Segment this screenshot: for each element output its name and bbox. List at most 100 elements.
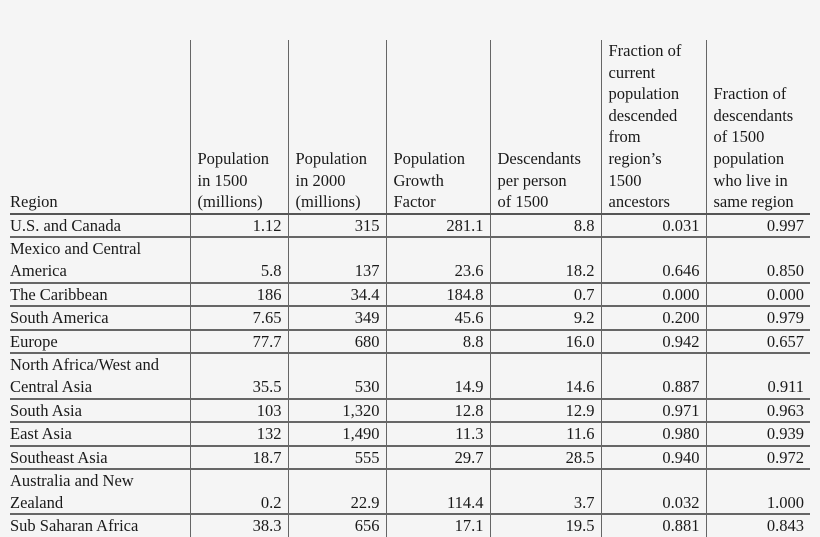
table-row: U.S. and Canada 1.12 315 281.1 8.8 0.031 0.997 bbox=[10, 213, 810, 239]
value-cell-frac-current: 0.200 bbox=[600, 306, 706, 331]
value-cell-descendants: 28.5 bbox=[489, 445, 601, 471]
value-cell-descendants: 9.2 bbox=[489, 306, 601, 331]
value-cell-frac-current: 0.032 bbox=[600, 469, 706, 516]
column-header-line: (millions) bbox=[197, 192, 263, 212]
column-header-fraction-same-region: Fraction of descendants of 1500 population w… bbox=[705, 40, 810, 215]
column-header-line: Fraction of bbox=[608, 41, 682, 60]
value-cell-growth: 29.7 bbox=[385, 445, 490, 471]
value-cell-frac-current: 0.646 bbox=[600, 237, 706, 284]
value-cell-pop1500: 7.65 bbox=[189, 306, 288, 331]
value-cell-frac-same: 0.657 bbox=[705, 329, 810, 355]
column-header-line: from bbox=[608, 127, 641, 147]
region-name-line: The Caribbean bbox=[10, 284, 108, 304]
column-header-line: Population bbox=[197, 148, 270, 168]
column-header-region: Region bbox=[10, 40, 190, 215]
region-cell: South America bbox=[10, 306, 190, 331]
value-cell-frac-same: 0.972 bbox=[705, 445, 810, 471]
region-cell: Mexico and Central America bbox=[10, 237, 190, 284]
value-cell-frac-same: 0.963 bbox=[705, 398, 810, 424]
value-cell-pop1500: 0.2 bbox=[189, 469, 288, 516]
column-header-line: population bbox=[608, 84, 680, 104]
header-row: Region Population in 1500 (millions) Populat… bbox=[10, 40, 810, 215]
value-cell-pop2000: 349 bbox=[287, 306, 386, 331]
region-name-line: North Africa/West and bbox=[10, 355, 159, 375]
value-cell-pop2000: 137 bbox=[287, 237, 386, 284]
value-cell-frac-same: 0.911 bbox=[705, 353, 810, 400]
population-table: Region Population in 1500 (millions) Populat… bbox=[10, 40, 810, 537]
column-header-line: Factor bbox=[393, 192, 436, 212]
value-cell-pop1500: 77.7 bbox=[189, 329, 288, 355]
table-row: Europe 77.7 680 8.8 16.0 0.942 0.657 bbox=[10, 329, 810, 355]
column-header-line: descendants bbox=[713, 105, 794, 125]
column-header-line: Growth bbox=[393, 170, 444, 190]
column-header-line: population bbox=[713, 148, 785, 168]
column-header-line: ancestors bbox=[608, 192, 670, 212]
value-cell-pop2000: 555 bbox=[287, 445, 386, 471]
value-cell-frac-current: 0.887 bbox=[600, 353, 706, 400]
table-header: Region Population in 1500 (millions) Populat… bbox=[10, 40, 810, 215]
table-row: Mexico and Central America 5.8 137 23.6 18.2 0… bbox=[10, 237, 810, 284]
column-header-line: per person bbox=[497, 170, 567, 190]
region-cell: Europe bbox=[10, 329, 190, 355]
value-cell-growth: 281.1 bbox=[385, 213, 490, 239]
column-header-line: same region bbox=[713, 192, 794, 212]
value-cell-pop2000: 680 bbox=[287, 329, 386, 355]
column-header-line: in 1500 bbox=[197, 170, 248, 190]
value-cell-descendants: 14.6 bbox=[489, 353, 601, 400]
value-cell-frac-current: 0.031 bbox=[600, 213, 706, 239]
column-header-line: region’s bbox=[608, 148, 662, 168]
region-cell: U.S. and Canada bbox=[10, 213, 190, 239]
column-header-line: (millions) bbox=[295, 192, 361, 212]
value-cell-frac-current: 0.971 bbox=[600, 398, 706, 424]
region-name-line: Zealand bbox=[10, 492, 64, 512]
column-header-descendants-per-person: Descendants per person of 1500 bbox=[489, 40, 601, 215]
value-cell-pop1500: 18.7 bbox=[189, 445, 288, 471]
region-name-line: Mexico and Central bbox=[10, 239, 142, 259]
table-row: Australia and New Zealand 0.2 22.9 114.4 3.7 0… bbox=[10, 469, 810, 516]
column-header-line: 1500 bbox=[608, 170, 642, 190]
value-cell-descendants: 0.7 bbox=[489, 282, 601, 308]
region-name-line: Sub Saharan Africa bbox=[10, 516, 139, 536]
value-cell-pop2000: 1,320 bbox=[287, 398, 386, 424]
table-row: South America 7.65 349 45.6 9.2 0.200 0.979 bbox=[10, 306, 810, 331]
region-name-line: America bbox=[10, 260, 67, 280]
table-row: South Asia 103 1,320 12.8 12.9 0.971 0.963 bbox=[10, 398, 810, 424]
value-cell-pop1500: 132 bbox=[189, 422, 288, 447]
value-cell-growth: 114.4 bbox=[385, 469, 490, 516]
column-header-pop-1500: Population in 1500 (millions) bbox=[189, 40, 288, 215]
value-cell-pop1500: 5.8 bbox=[189, 237, 288, 284]
value-cell-growth: 12.8 bbox=[385, 398, 490, 424]
column-header-line: of 1500 bbox=[497, 192, 549, 212]
column-header-growth-factor: Population Growth Factor bbox=[385, 40, 490, 215]
value-cell-pop2000: 22.9 bbox=[287, 469, 386, 516]
region-cell: North Africa/West and Central Asia bbox=[10, 353, 190, 400]
value-cell-growth: 14.9 bbox=[385, 353, 490, 400]
value-cell-frac-same: 1.000 bbox=[705, 469, 810, 516]
column-header-line: Population bbox=[393, 148, 466, 168]
region-name-line: South Asia bbox=[10, 400, 82, 420]
value-cell-pop2000: 1,490 bbox=[287, 422, 386, 447]
value-cell-descendants: 11.6 bbox=[489, 422, 601, 447]
value-cell-growth: 184.8 bbox=[385, 282, 490, 308]
region-name-line: Australia and New bbox=[10, 471, 134, 491]
value-cell-frac-same: 0.939 bbox=[705, 422, 810, 447]
region-cell: South Asia bbox=[10, 398, 190, 424]
column-header-line: who live in bbox=[713, 170, 788, 190]
value-cell-descendants: 12.9 bbox=[489, 398, 601, 424]
region-name-line: Central Asia bbox=[10, 376, 93, 396]
table-row: Southeast Asia 18.7 555 29.7 28.5 0.940 0.972 bbox=[10, 445, 810, 471]
column-header-line: descended bbox=[608, 105, 678, 125]
column-header-fraction-current-descended: Fraction of current population descended fro… bbox=[600, 40, 706, 215]
region-name-line: Southeast Asia bbox=[10, 447, 108, 467]
value-cell-frac-same: 0.979 bbox=[705, 306, 810, 331]
table-body: U.S. and Canada 1.12 315 281.1 8.8 0.031 0.997… bbox=[10, 213, 810, 537]
value-cell-descendants: 8.8 bbox=[489, 213, 601, 239]
table-row: East Asia 132 1,490 11.3 11.6 0.980 0.939 bbox=[10, 422, 810, 447]
value-cell-pop1500: 35.5 bbox=[189, 353, 288, 400]
value-cell-descendants: 16.0 bbox=[489, 329, 601, 355]
table-row: The Caribbean 186 34.4 184.8 0.7 0.000 0.000 bbox=[10, 282, 810, 308]
value-cell-frac-current: 0.000 bbox=[600, 282, 706, 308]
column-header-line: Descendants bbox=[497, 148, 581, 168]
value-cell-growth: 45.6 bbox=[385, 306, 490, 331]
value-cell-frac-current: 0.980 bbox=[600, 422, 706, 447]
